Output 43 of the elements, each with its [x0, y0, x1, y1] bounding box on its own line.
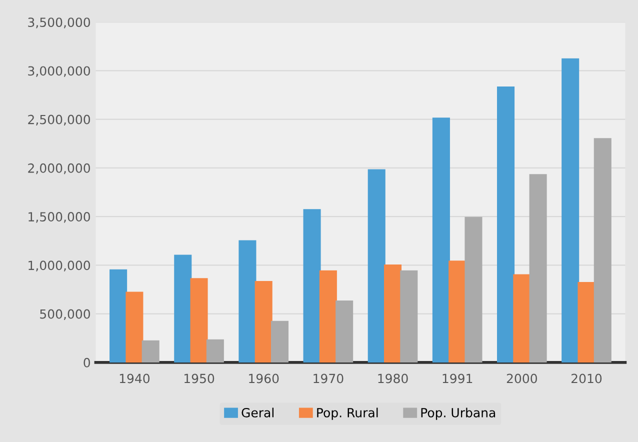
bar	[578, 282, 596, 362]
bar	[303, 209, 321, 362]
y-tick-label: 1,500,000	[28, 212, 90, 223]
y-tick-label: 2,000,000	[28, 163, 90, 174]
bar	[319, 270, 337, 362]
bar	[254, 281, 272, 362]
bar	[142, 340, 160, 362]
x-tick-label: 1991	[442, 374, 472, 384]
bar	[562, 58, 580, 362]
x-tick-label: 1970	[314, 374, 344, 384]
bar	[384, 264, 402, 362]
x-tick-label: 1980	[378, 374, 408, 384]
bar	[126, 292, 144, 362]
bar	[336, 300, 354, 362]
bar	[368, 169, 386, 362]
legend-label: Pop. Urbana	[421, 408, 496, 420]
y-tick-label: 3,500,000	[28, 18, 90, 28]
bar	[174, 254, 192, 362]
bar	[464, 216, 482, 362]
bar	[206, 339, 224, 362]
x-tick-label: 1960	[249, 374, 279, 384]
bar	[190, 278, 208, 362]
bar	[594, 138, 612, 362]
legend-label: Pop. Rural	[317, 408, 378, 420]
y-tick-label: 0	[84, 358, 90, 368]
y-tick-label: 500,000	[40, 309, 90, 320]
y-tick-label: 2,500,000	[28, 114, 90, 126]
bar	[513, 274, 531, 362]
x-tick-label: 2010	[572, 374, 602, 384]
bar	[432, 118, 450, 362]
bar	[448, 260, 466, 362]
x-tick-label: 1940	[120, 374, 150, 384]
y-tick-label: 3,000,000	[28, 66, 90, 77]
legend-label: Geral	[242, 408, 274, 418]
bar	[110, 269, 128, 362]
y-tick-label: 1,000,000	[28, 260, 90, 272]
bar	[400, 270, 418, 362]
bar	[238, 240, 256, 362]
x-tick-label: 2000	[506, 374, 537, 384]
x-tick-label: 1950	[184, 374, 214, 384]
bar	[529, 174, 547, 362]
bar	[497, 86, 515, 362]
bar	[270, 320, 289, 362]
